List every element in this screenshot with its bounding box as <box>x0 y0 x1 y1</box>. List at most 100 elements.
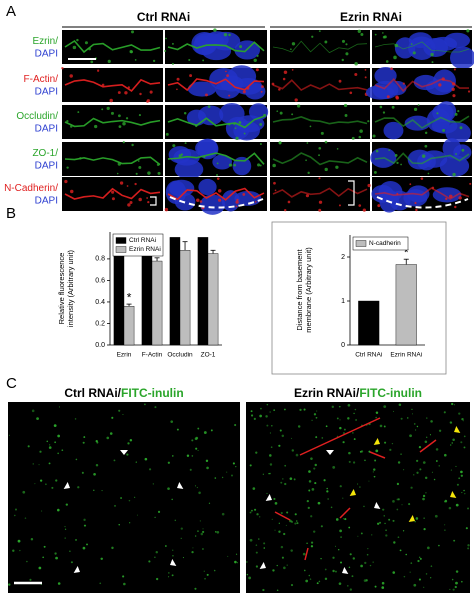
significance-label: * <box>404 245 409 259</box>
tracer-puncta <box>451 578 454 581</box>
stain-puncta <box>96 69 100 72</box>
stain-puncta <box>257 163 261 167</box>
tracer-puncta <box>448 506 452 510</box>
arrowhead <box>349 489 356 496</box>
stain-puncta <box>147 171 151 175</box>
tracer-puncta <box>167 487 170 491</box>
tracer-puncta <box>444 500 446 503</box>
stain-puncta <box>165 37 167 40</box>
stain-puncta <box>239 45 243 49</box>
tracer-puncta <box>311 488 315 491</box>
tracer-puncta <box>451 402 454 406</box>
tracer-puncta <box>325 425 328 428</box>
tracer-puncta <box>126 453 129 456</box>
tracer-puncta <box>134 496 136 498</box>
stain-puncta <box>374 33 377 36</box>
stain-puncta <box>388 149 390 151</box>
tracer-puncta <box>65 503 68 506</box>
tracer-puncta <box>342 518 344 520</box>
tracer-puncta <box>46 440 48 443</box>
arrowhead <box>63 482 70 489</box>
tracer-puncta <box>249 538 253 542</box>
tracer-puncta <box>416 425 419 428</box>
tracer-puncta <box>262 473 264 475</box>
tracer-puncta <box>280 545 284 549</box>
tracer-puncta <box>276 564 278 567</box>
tracer-puncta <box>61 449 64 452</box>
tracer-puncta <box>347 417 350 420</box>
tracer-puncta <box>191 550 194 554</box>
stain-puncta <box>345 52 349 56</box>
legend-swatch <box>115 237 127 244</box>
stain-puncta <box>424 144 428 148</box>
stain-puncta <box>360 32 364 36</box>
stain-name: N-Cadherin/ <box>4 183 58 194</box>
stain-puncta <box>417 104 420 106</box>
tracer-puncta <box>311 419 313 421</box>
stain-puncta <box>134 58 137 61</box>
tracer-puncta <box>331 405 334 409</box>
stain-puncta <box>309 125 312 128</box>
arrowhead <box>454 426 461 433</box>
stain-puncta <box>318 208 322 212</box>
stain-puncta <box>131 30 134 34</box>
tracer-puncta <box>269 411 271 413</box>
tracer-puncta <box>154 516 156 518</box>
stain-puncta <box>223 32 228 37</box>
basement-line <box>376 196 469 209</box>
stain-signal <box>167 152 265 165</box>
legend-label: N-cadherin <box>369 240 401 247</box>
y-axis-label: Relative fluorescence <box>57 253 66 325</box>
stain-puncta <box>291 69 294 71</box>
stain-puncta <box>273 181 276 185</box>
tracer-puncta <box>274 529 276 531</box>
tracer-puncta <box>411 413 413 415</box>
stain-puncta <box>70 189 74 194</box>
tracer-puncta <box>144 403 146 406</box>
tracer-puncta <box>93 489 95 492</box>
stain-puncta <box>354 72 358 76</box>
stain-puncta <box>194 124 198 128</box>
stain-puncta <box>94 124 98 129</box>
stain-puncta <box>430 52 434 57</box>
tracer-puncta <box>430 577 432 579</box>
legend-box <box>352 236 409 251</box>
stain-puncta <box>320 131 324 135</box>
stain-puncta <box>199 200 203 203</box>
tracer-puncta <box>379 424 383 428</box>
tracer-puncta <box>359 486 361 488</box>
tracer-name: FITC-inulin <box>359 386 422 400</box>
nucleus <box>433 69 456 93</box>
tracer-puncta <box>234 424 237 427</box>
stain-puncta <box>345 43 348 46</box>
tracer-puncta <box>118 524 120 526</box>
bracket <box>150 196 157 206</box>
tracer-puncta <box>284 408 286 411</box>
tracer-puncta <box>449 588 451 590</box>
tracer-puncta <box>352 557 355 560</box>
tracer-puncta <box>284 464 287 467</box>
tracer-puncta <box>54 441 56 444</box>
stain-puncta <box>164 207 169 212</box>
tracer-puncta <box>401 504 403 506</box>
tracer-puncta <box>431 471 433 473</box>
stain-puncta <box>338 79 342 83</box>
tracer-puncta <box>39 479 43 482</box>
tracer-puncta <box>464 492 466 495</box>
stain-signal <box>272 152 368 166</box>
row-label: DAPI <box>35 124 58 135</box>
stain-puncta <box>467 90 471 93</box>
nucleus <box>383 121 404 140</box>
stain-puncta <box>110 111 114 115</box>
tracer-puncta <box>355 419 358 421</box>
tracer-puncta <box>398 403 402 407</box>
tracer-puncta <box>203 570 205 572</box>
stain-puncta <box>324 40 328 44</box>
tracer-puncta <box>384 522 386 525</box>
tracer-puncta <box>383 405 387 408</box>
stain-puncta <box>282 77 286 81</box>
tracer-puncta <box>235 465 237 468</box>
tracer-puncta <box>310 457 313 460</box>
y-tick-label: 1 <box>341 298 345 305</box>
